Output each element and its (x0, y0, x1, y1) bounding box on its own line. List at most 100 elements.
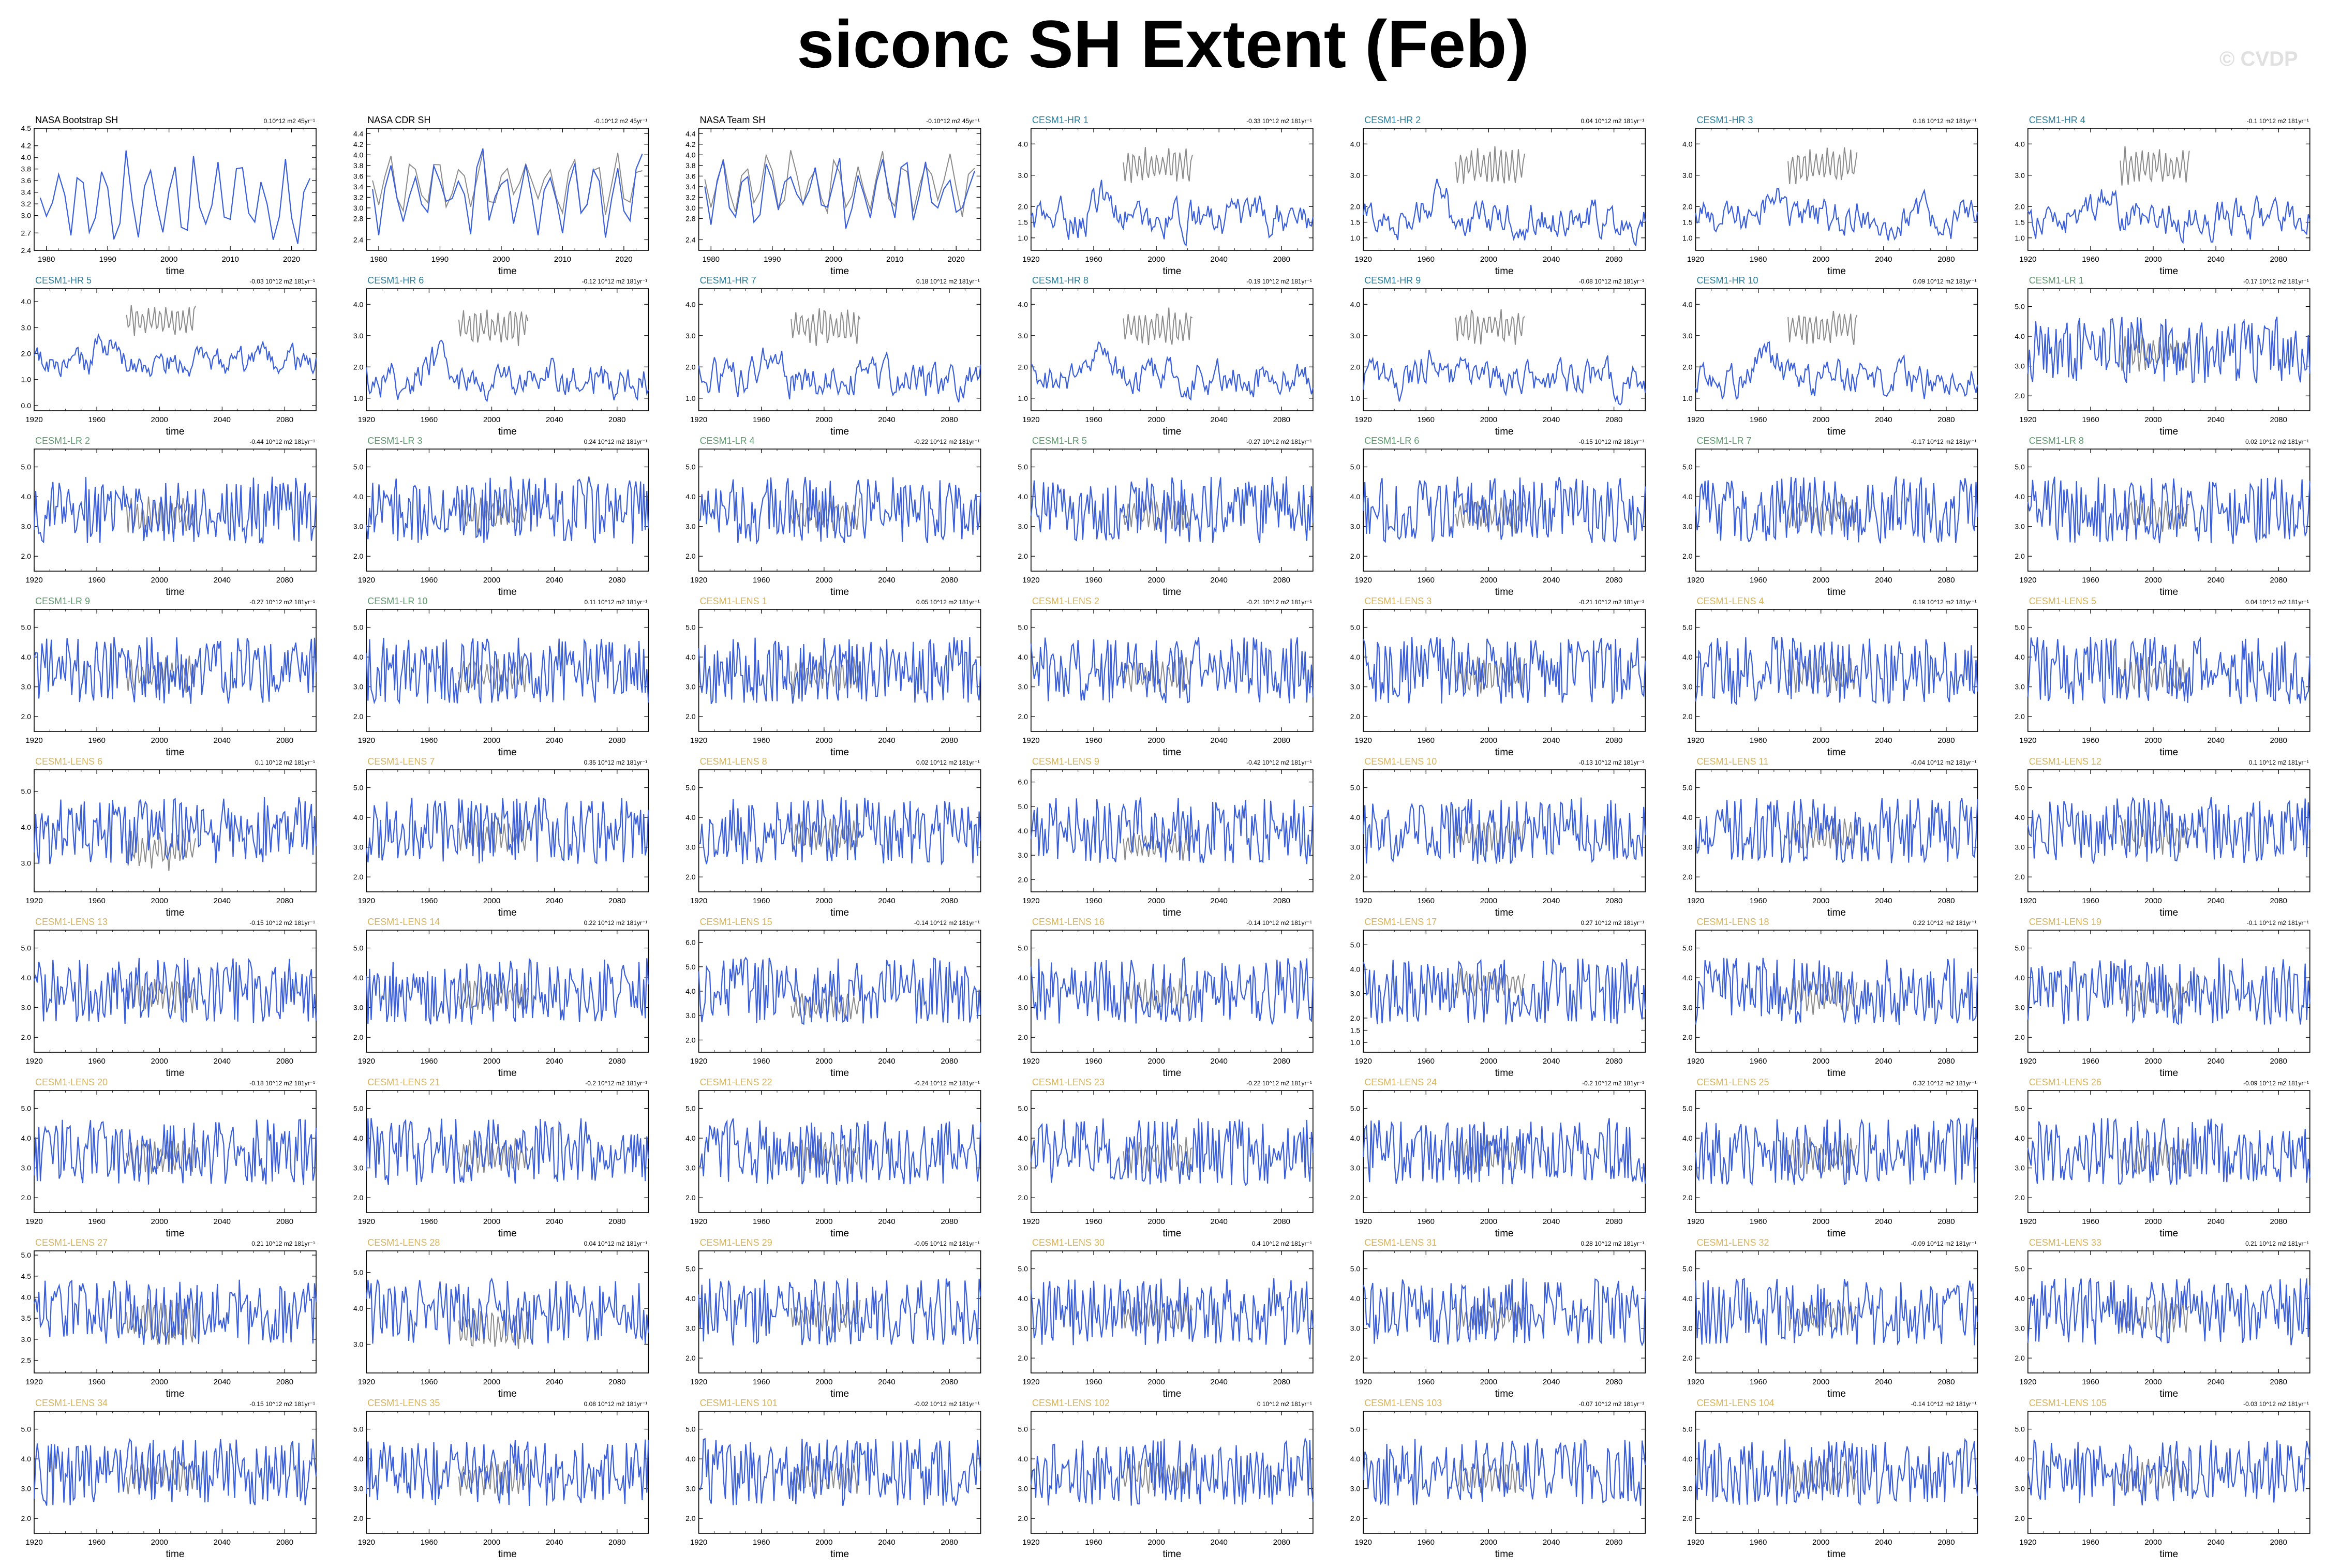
y-tick-label: 3.0 (1350, 1324, 1361, 1333)
model-series-line (698, 1118, 981, 1185)
x-tick-label: 2000 (483, 736, 500, 745)
panel-trend: 0.05 10^12 m2 181yr⁻¹ (916, 599, 980, 606)
panel-frame (366, 128, 649, 251)
panel-frame (34, 769, 317, 892)
y-tick-label: 2.0 (21, 350, 32, 358)
panel-title: CESM1-LENS 11 (1697, 756, 1769, 767)
y-tick-label: 4.0 (1682, 1455, 1693, 1463)
y-tick-label: 4.0 (1682, 653, 1693, 661)
x-tick-label: 2040 (214, 1057, 231, 1066)
panel-31: CESM1-LENS 8 0.02 10^12 m2 181yr⁻¹ 2.0 3.0 4… (685, 756, 981, 918)
x-tick-label: 2000 (493, 255, 510, 264)
panel-title: NASA Bootstrap SH (35, 115, 118, 125)
y-tick-label: 3.0 (1682, 171, 1693, 180)
y-tick-label: 1.0 (1018, 394, 1028, 402)
y-tick-label: 3.0 (21, 212, 32, 220)
panel-63: CESM1-LENS 105 -0.03 10^12 m2 181yr⁻¹ 2.0 3… (2015, 1398, 2310, 1560)
x-tick-label: 1920 (25, 1057, 42, 1066)
model-series-line (698, 637, 981, 704)
model-series-line (2027, 476, 2310, 544)
x-tick-label: 1960 (1085, 415, 1102, 424)
x-tick-label: 2040 (546, 415, 563, 424)
x-axis-label: time (166, 1068, 185, 1079)
model-series-line (366, 1118, 649, 1185)
panel-trend: 0.04 10^12 m2 181yr⁻¹ (584, 1240, 648, 1247)
y-tick-label: 2.0 (2015, 1514, 2025, 1522)
observed-series-line (791, 308, 861, 346)
x-axis-label: time (1827, 1228, 1846, 1239)
x-tick-label: 1960 (753, 897, 770, 905)
x-tick-label: 1920 (690, 1217, 707, 1226)
model-series-line (1031, 341, 1314, 401)
y-tick-label: 4.0 (21, 1293, 32, 1302)
model-series-line (2027, 1278, 2310, 1346)
y-tick-label: 5.0 (1682, 1104, 1693, 1113)
model-series-line (1363, 476, 1646, 543)
x-axis-label: time (2159, 266, 2178, 277)
observed-series-line (704, 150, 975, 217)
y-tick-label: 5.0 (1350, 1265, 1361, 1273)
model-series-line (1363, 958, 1646, 1025)
panel-trend: -0.07 10^12 m2 181yr⁻¹ (1578, 1400, 1644, 1408)
x-tick-label: 1960 (88, 1217, 105, 1226)
y-tick-label: 1.0 (1682, 394, 1693, 402)
x-tick-label: 2080 (1605, 415, 1622, 424)
x-tick-label: 2020 (615, 255, 632, 264)
y-tick-label: 3.4 (353, 183, 364, 191)
x-tick-label: 1960 (1085, 1538, 1102, 1547)
x-axis-label: time (166, 1228, 185, 1239)
x-tick-label: 2040 (214, 736, 231, 745)
panel-28: CESM1-LENS 5 0.04 10^12 m2 181yr⁻¹ 2.0 3.0 4… (2015, 596, 2310, 758)
y-tick-label: 2.4 (353, 235, 364, 244)
y-tick-label: 2.0 (353, 1514, 364, 1522)
panel-frame (366, 609, 649, 732)
y-tick-label: 3.0 (685, 332, 696, 340)
x-tick-label: 2020 (948, 255, 965, 264)
panel-29: CESM1-LENS 6 0.1 10^12 m2 181yr⁻¹ 3.0 4.0 5.… (21, 756, 317, 918)
x-tick-label: 2040 (878, 736, 895, 745)
y-tick-label: 2.0 (1682, 552, 1693, 560)
y-tick-label: 5.0 (21, 787, 32, 796)
x-tick-label: 2080 (1605, 1378, 1622, 1386)
model-series-line (1695, 798, 1978, 863)
x-tick-label: 2040 (878, 1217, 895, 1226)
y-tick-label: 4.0 (353, 151, 364, 159)
panel-trend: -0.22 10^12 m2 181yr⁻¹ (1246, 1080, 1312, 1087)
panel-trend: 0.27 10^12 m2 181yr⁻¹ (1581, 919, 1644, 927)
panel-trend: 0.02 10^12 m2 181yr⁻¹ (2245, 438, 2309, 445)
x-axis-label: time (830, 1388, 849, 1399)
y-tick-label: 3.0 (2015, 522, 2025, 531)
y-tick-label: 5.0 (1682, 623, 1693, 632)
panel-title: CESM1-LENS 1 (700, 596, 767, 606)
x-tick-label: 1920 (358, 736, 375, 745)
x-tick-label: 2080 (1273, 415, 1290, 424)
panel-9: CESM1-HR 6 -0.12 10^12 m2 181yr⁻¹ 1.0 2.0 3.… (353, 275, 649, 437)
x-axis-label: time (498, 1228, 517, 1239)
x-tick-label: 1920 (1687, 1378, 1704, 1386)
x-tick-label: 2080 (1937, 255, 1955, 264)
x-axis-label: time (2159, 1549, 2178, 1560)
x-tick-label: 2000 (483, 897, 500, 905)
y-tick-label: 4.0 (1018, 653, 1028, 661)
x-tick-label: 1920 (1687, 1538, 1704, 1547)
panel-trend: 0.22 10^12 m2 181yr⁻¹ (584, 919, 648, 927)
x-tick-label: 2040 (1543, 1057, 1560, 1066)
y-tick-label: 4.0 (1018, 1455, 1028, 1463)
y-tick-label: 2.0 (1350, 1193, 1361, 1202)
panel-43: CESM1-LENS 20 -0.18 10^12 m2 181yr⁻¹ 2.0 3.… (21, 1077, 317, 1239)
x-tick-label: 2000 (825, 255, 842, 264)
panel-trend: -0.14 10^12 m2 181yr⁻¹ (1911, 1400, 1977, 1408)
x-tick-label: 1990 (431, 255, 449, 264)
model-series-line (33, 476, 317, 544)
panel-44: CESM1-LENS 21 -0.2 10^12 m2 181yr⁻¹ 2.0 3.0… (353, 1077, 649, 1239)
y-tick-label: 2.0 (1350, 712, 1361, 721)
panel-title: CESM1-LR 1 (2029, 275, 2084, 286)
panel-trend: -0.1 10^12 m2 181yr⁻¹ (2247, 919, 2309, 927)
y-tick-label: 5.0 (685, 784, 696, 792)
x-tick-label: 1960 (1085, 736, 1102, 745)
x-tick-label: 2080 (608, 576, 625, 585)
panel-trend: -0.17 10^12 m2 181yr⁻¹ (2243, 278, 2309, 285)
panel-trend: -0.21 10^12 m2 181yr⁻¹ (1246, 599, 1312, 606)
model-series-line (1363, 178, 1646, 247)
y-tick-label: 4.0 (21, 1455, 32, 1463)
